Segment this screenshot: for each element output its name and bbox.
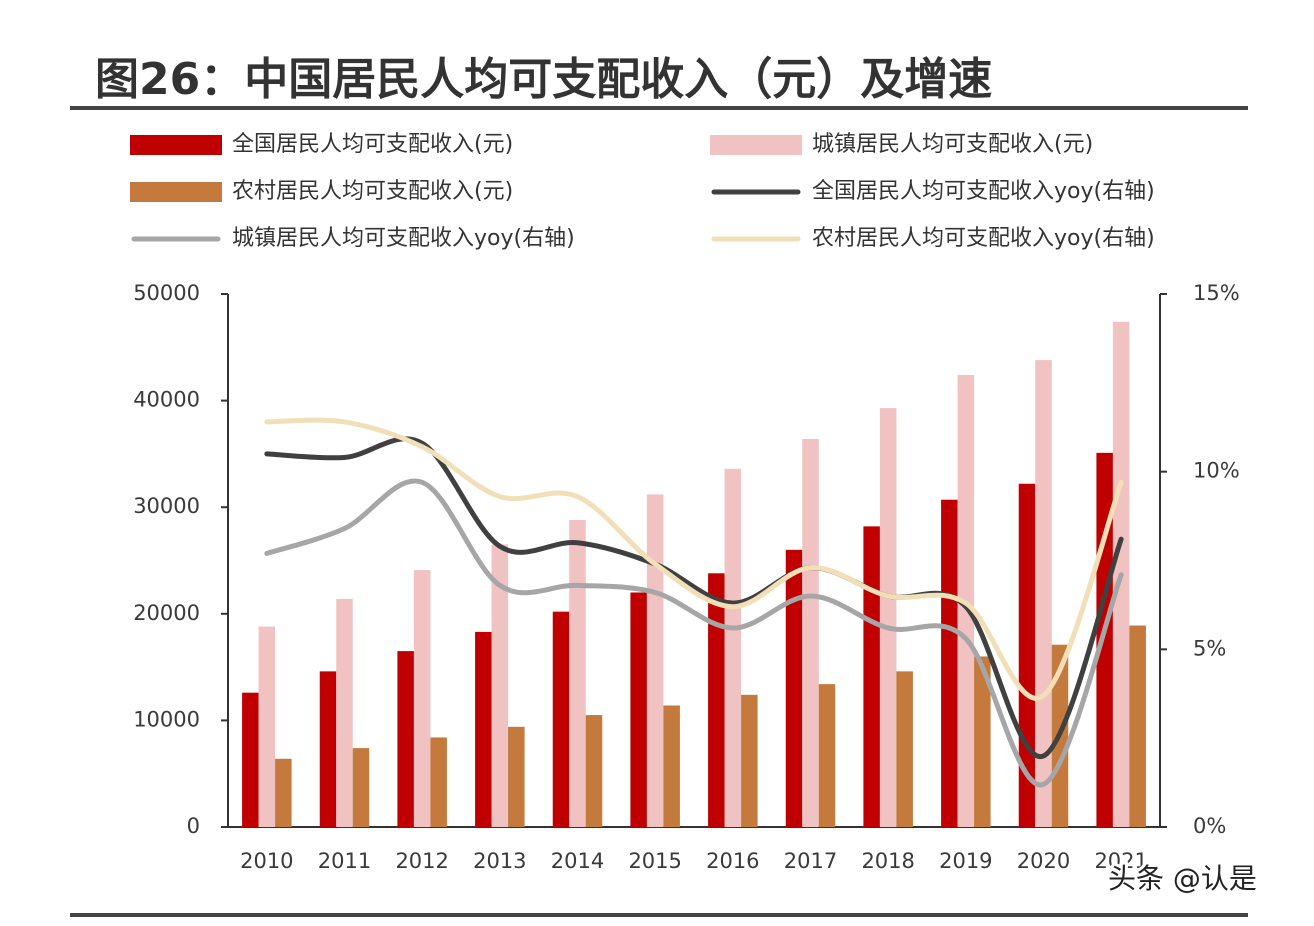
x-tick-label: 2018 <box>861 849 914 873</box>
bar <box>319 671 337 827</box>
legend-swatch <box>130 182 222 202</box>
x-tick-label: 2015 <box>628 849 681 873</box>
legend-label: 农村居民人均可支配收入(元) <box>232 179 513 204</box>
bar <box>941 499 958 827</box>
bar <box>741 694 758 827</box>
bar <box>785 549 803 827</box>
bar <box>879 408 897 827</box>
chart-title: 图26：中国居民人均可支配收入（元）及增速 <box>95 54 992 105</box>
line <box>264 436 1124 759</box>
line <box>264 417 1124 701</box>
bar <box>397 651 414 827</box>
bar <box>430 737 447 827</box>
bar <box>863 526 880 827</box>
y-tick-label: 0 <box>187 814 200 838</box>
y2-tick-label: 5% <box>1193 636 1226 660</box>
legend-label: 城镇居民人均可支配收入(元) <box>812 132 1093 157</box>
bar <box>352 748 370 827</box>
x-tick-label: 2019 <box>939 849 992 873</box>
bar <box>475 631 492 827</box>
bar <box>508 726 525 827</box>
y-tick-label: 20000 <box>133 601 200 625</box>
x-tick-label: 2014 <box>551 849 604 873</box>
x-tick-label: 2013 <box>473 849 526 873</box>
bar <box>802 438 819 827</box>
bar <box>275 758 292 827</box>
x-tick-label: 2021 <box>1094 849 1147 873</box>
bar <box>974 656 991 827</box>
y2-tick-label: 10% <box>1193 459 1240 483</box>
y-tick-label: 30000 <box>133 494 200 518</box>
bar <box>630 592 647 827</box>
bar <box>1035 360 1052 827</box>
legend-label: 农村居民人均可支配收入yoy(右轴) <box>812 226 1155 251</box>
legend-label: 全国居民人均可支配收入(元) <box>232 132 513 157</box>
bar <box>242 692 259 827</box>
bar <box>258 626 276 827</box>
bar <box>724 468 742 827</box>
bar <box>336 598 353 827</box>
x-tick-label: 2010 <box>240 849 293 873</box>
y2-tick-label: 15% <box>1193 281 1240 305</box>
bar <box>663 705 680 827</box>
bar <box>552 611 570 827</box>
bar <box>708 573 725 827</box>
watermark: 头条 @认是 <box>1108 862 1257 895</box>
bar <box>413 570 431 827</box>
bar <box>491 544 509 827</box>
legend-label: 全国居民人均可支配收入yoy(右轴) <box>812 179 1155 204</box>
line <box>264 478 1124 788</box>
y2-tick-label: 0% <box>1193 814 1226 838</box>
bar <box>646 494 664 827</box>
bar <box>818 684 836 827</box>
legend-swatch <box>130 135 222 155</box>
bar <box>585 715 603 827</box>
x-tick-label: 2020 <box>1017 849 1070 873</box>
plot: 0 10000 20000 30000 40000 50000 0% 5% 10% 15% 2010… <box>130 132 1240 873</box>
x-tick-label: 2017 <box>784 849 837 873</box>
bar <box>569 519 586 827</box>
bar <box>896 671 913 827</box>
x-tick-label: 2012 <box>395 849 448 873</box>
y-tick-label: 10000 <box>133 707 200 731</box>
y-tick-label: 50000 <box>133 281 200 305</box>
x-tick-label: 2011 <box>318 849 371 873</box>
legend-swatch <box>710 135 802 155</box>
bar <box>1129 625 1146 827</box>
x-tick-label: 2016 <box>706 849 759 873</box>
y-tick-label: 40000 <box>133 388 200 412</box>
legend-label: 城镇居民人均可支配收入yoy(右轴) <box>232 226 575 251</box>
